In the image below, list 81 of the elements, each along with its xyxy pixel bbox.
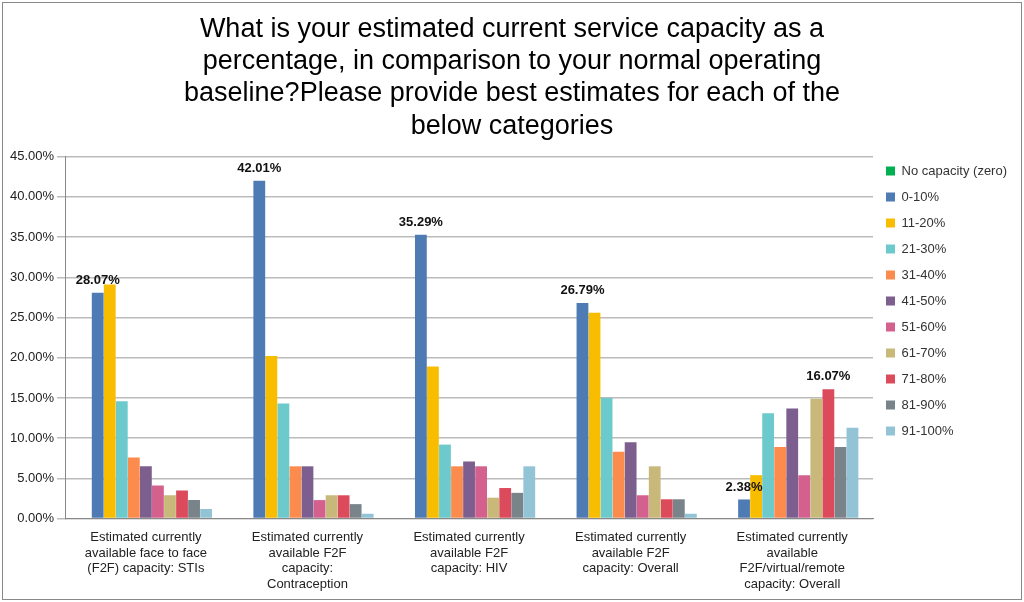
x-tick-label: Estimated currently available face to face (F2F) capacity: STIs: [84, 528, 207, 576]
y-tick-label: 5.00%: [17, 469, 55, 485]
bar: [188, 500, 200, 518]
bar: [164, 495, 176, 518]
data-label: 16.07%: [806, 368, 851, 384]
y-tick-label: 10.00%: [10, 429, 55, 445]
bar: [127, 457, 140, 518]
y-tick-label: 15.00%: [10, 389, 55, 405]
bar: [451, 466, 463, 518]
bar: [798, 475, 811, 518]
legend-label: 51-60%: [901, 318, 947, 334]
y-tick-label: 25.00%: [10, 309, 55, 325]
y-tick-label: 45.00%: [10, 148, 55, 164]
bar: [648, 466, 661, 518]
bar: [834, 447, 847, 518]
bar: [774, 447, 787, 518]
y-tick-label: 20.00%: [10, 349, 55, 365]
x-tick-label: Estimated currently available F2F capacity: HIV: [413, 528, 526, 576]
bar: [499, 488, 512, 518]
bar: [660, 499, 673, 518]
data-label: 28.07%: [75, 271, 121, 287]
bar: [325, 495, 338, 518]
bar: [313, 500, 326, 518]
bar: [152, 485, 164, 518]
bar: [487, 497, 500, 518]
bar: [511, 492, 524, 518]
bar: [672, 499, 685, 518]
data-label: 35.29%: [398, 213, 444, 229]
bar: [176, 490, 188, 518]
bar: [91, 292, 104, 518]
data-label: 26.79%: [560, 282, 605, 298]
y-tick-label: 0.00%: [17, 510, 55, 526]
bar: [636, 495, 649, 518]
bar: [846, 427, 859, 518]
bar: [103, 284, 116, 518]
bar: [253, 180, 266, 518]
legend-label: 81-90%: [901, 396, 947, 412]
legend-label: 11-20%: [901, 214, 946, 230]
bar: [115, 401, 128, 518]
legend-label: 0-10%: [901, 188, 940, 204]
legend-label: 61-70%: [901, 344, 947, 360]
bar: [624, 442, 637, 518]
bar: [277, 403, 290, 518]
y-tick-label: 30.00%: [10, 268, 55, 284]
bar: [289, 466, 302, 518]
bar: [612, 451, 625, 518]
legend-label: No capacity (zero): [901, 162, 1008, 178]
bar: [349, 504, 362, 518]
chart-title: What is your estimated current service capacity as a percentage, in comparison to your normal operating baseline?Please provide best estimates for each of the below categories: [184, 12, 840, 140]
x-tick-label: Estimated currently available F2F capacity: Contraception: [251, 528, 364, 591]
bar: [786, 408, 799, 518]
legend-label: 71-80%: [901, 370, 947, 386]
legend-label: 21-30%: [901, 240, 947, 256]
bar: [600, 397, 613, 518]
x-tick-label: Estimated currently available F2F/virtual/remote capacity: Overall: [736, 528, 849, 591]
bar: [337, 495, 350, 518]
y-tick-label: 35.00%: [10, 228, 55, 244]
bar: [301, 466, 314, 518]
bar: [762, 413, 775, 518]
bar: [361, 513, 374, 518]
bar: [738, 499, 750, 518]
x-tick-label: Estimated currently available F2F capacity: Overall: [575, 528, 687, 576]
bar: [414, 234, 427, 518]
bar: [475, 466, 487, 518]
bar: [822, 389, 835, 518]
data-label: 42.01%: [237, 159, 282, 175]
y-tick-label: 40.00%: [10, 188, 55, 204]
bar: [684, 513, 697, 518]
legend-label: 31-40%: [901, 266, 947, 282]
bar: [200, 508, 213, 518]
legend-label: 41-50%: [901, 292, 947, 308]
bar: [810, 398, 823, 518]
bar: [588, 312, 601, 518]
bar: [439, 444, 451, 518]
bar: [576, 303, 589, 518]
bar: [523, 466, 536, 518]
bar: [265, 356, 278, 518]
bar: [427, 366, 439, 518]
legend-label: 91-100%: [901, 422, 954, 438]
bar: [463, 461, 475, 518]
bar: [139, 466, 152, 518]
